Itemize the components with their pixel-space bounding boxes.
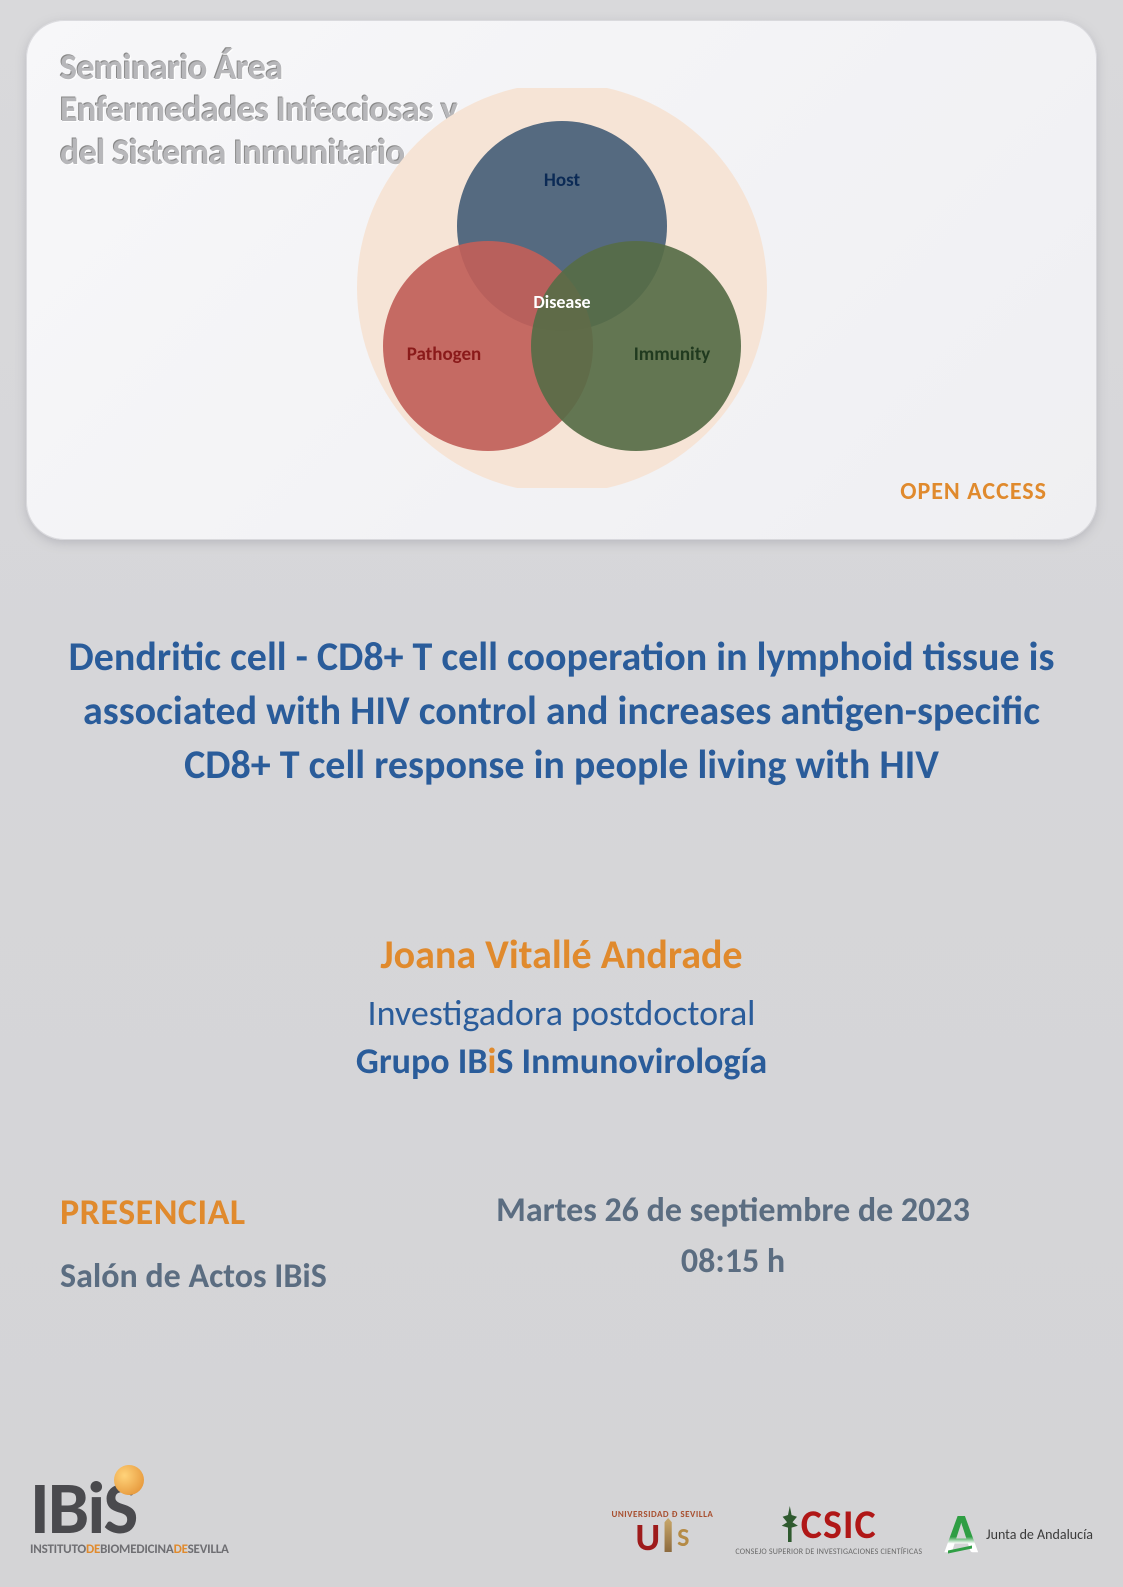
ja-letter: A <box>944 1512 978 1557</box>
csic-subtitle: CONSEJO SUPERIOR DE INVESTIGACIONES CIEN… <box>735 1547 922 1557</box>
csic-line: CSIC <box>735 1505 922 1545</box>
ibis-logo: IBiS INSTITUTODEBIOMEDICINADESEVILLA <box>30 1475 229 1557</box>
partner-logos: UNIVERSIDAD Ð SEVILLA US CSIC CONSEJO SU… <box>611 1505 1093 1557</box>
group-post: S Inmunovirología <box>496 1039 767 1083</box>
datetime-block: Martes 26 de septiembre de 2023 08:15 h <box>383 1190 1083 1282</box>
csic-logo: CSIC CONSEJO SUPERIOR DE INVESTIGACIONES… <box>735 1505 922 1557</box>
tower-icon <box>662 1518 674 1552</box>
speaker-role: Investigadora postdoctoral <box>0 991 1123 1035</box>
open-access-badge: OPEN ACCESS <box>900 477 1047 506</box>
header-panel: Seminario Área Enfermedades Infecciosas … <box>26 20 1097 540</box>
venn-center-label: Disease <box>533 291 590 313</box>
ibis-wordmark: IBiS <box>30 1475 229 1542</box>
us-logo: UNIVERSIDAD Ð SEVILLA US <box>611 1509 713 1557</box>
us-u: U <box>635 1515 660 1561</box>
ibis-big-b: i <box>87 1463 103 1553</box>
speaker-group: Grupo IBiS Inmunovirología <box>0 1039 1123 1083</box>
ibis-dot-icon <box>114 1465 144 1495</box>
junta-andalucia-logo: A Junta de Andalucía <box>944 1512 1093 1557</box>
seminar-line-1: Seminario Área <box>60 46 620 88</box>
venn-diagram: Host Pathogen Immunity Disease <box>332 88 792 488</box>
us-mark: US <box>635 1518 689 1557</box>
group-pre: Grupo IB <box>356 1039 488 1083</box>
venn-label-host: Host <box>543 169 580 192</box>
speaker-name: Joana Vitallé Andrade <box>0 930 1123 979</box>
venn-label-immunity: Immunity <box>633 343 710 366</box>
us-s: S <box>677 1521 689 1553</box>
talk-title: Dendritic cell - CD8+ T cell cooperation… <box>60 630 1063 792</box>
event-time: 08:15 h <box>383 1241 1083 1282</box>
ja-text: Junta de Andalucía <box>986 1526 1093 1543</box>
ibis-big-a: IB <box>30 1463 87 1553</box>
event-info: PRESENCIAL Salón de Actos IBiS Martes 26… <box>60 1190 1083 1297</box>
tree-icon <box>781 1506 799 1542</box>
speaker-block: Joana Vitallé Andrade Investigadora post… <box>0 930 1123 1083</box>
event-date: Martes 26 de septiembre de 2023 <box>383 1190 1083 1231</box>
ibis-sub-e: SEVILLA <box>188 1542 229 1557</box>
footer-logos: IBiS INSTITUTODEBIOMEDICINADESEVILLA UNI… <box>30 1427 1093 1557</box>
ibis-sub-d: DE <box>174 1542 188 1557</box>
csic-word: CSIC <box>801 1500 877 1549</box>
venn-label-pathogen: Pathogen <box>406 343 481 366</box>
